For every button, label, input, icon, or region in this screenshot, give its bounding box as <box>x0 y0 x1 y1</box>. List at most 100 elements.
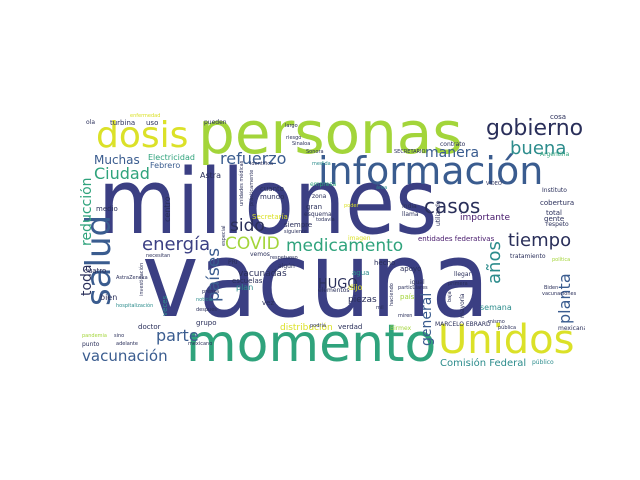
word-astra: Astra <box>200 171 221 180</box>
word-instituto: Instituto <box>542 187 567 194</box>
word-practicamente: prácticamente <box>249 169 255 206</box>
word-pandemia: pandemia <box>82 333 107 339</box>
word-largo: largo <box>285 123 298 129</box>
word-publico: público <box>532 359 554 366</box>
word-agua: agua <box>352 269 370 277</box>
word-hospitalizacion: hospitalización <box>116 303 154 309</box>
word-respetuoso: respetuoso <box>270 255 298 261</box>
word-poder: poder <box>344 203 359 209</box>
word-enfermedad: enfermedad <box>130 113 161 119</box>
word-despues: después <box>196 307 217 313</box>
word-vacunacion: vacunación <box>82 347 168 365</box>
word-especial: especial <box>221 225 227 246</box>
word-millones: millones <box>98 150 438 255</box>
word-muchas: Muchas <box>94 153 140 167</box>
word-veces: veces <box>161 295 169 316</box>
word-todavia: todavía <box>316 217 335 223</box>
word-total: total <box>546 209 563 217</box>
word-mexicana: mexicana <box>558 325 585 332</box>
word-baja: baja <box>447 291 453 302</box>
word-doctor: doctor <box>138 323 161 331</box>
word-electricidad: Electricidad <box>148 153 195 162</box>
word-respeto: respeto <box>546 221 569 228</box>
word-grupo: grupo <box>196 319 217 327</box>
word-verdad: verdad <box>338 323 363 331</box>
word-algun: algún <box>278 263 295 270</box>
word-zona: zona <box>312 193 327 200</box>
word-secretaria: Secretaría <box>252 213 288 221</box>
word-politica: política <box>552 257 571 263</box>
word-turbina: turbina <box>110 119 136 127</box>
word-igual: igual <box>410 279 425 286</box>
word-necesitan: necesitan <box>146 253 171 259</box>
word-elementos: elementos <box>318 287 350 294</box>
word-cobertura: cobertura <box>540 199 575 207</box>
word-ciudad: Ciudad <box>94 164 150 183</box>
word-unidades: unidades médicas <box>239 160 245 206</box>
word-noticia: noticia <box>196 297 213 303</box>
word-manera: manera <box>425 145 480 161</box>
word-medio: medio <box>96 205 118 213</box>
word-miren: miren <box>398 313 413 319</box>
word-empresa: empresa <box>310 181 337 188</box>
word-mexicano: mexicano <box>188 341 213 347</box>
word-ola: ola <box>86 119 96 126</box>
word-personas: personas <box>198 106 463 167</box>
word-vacuna: vacuna <box>142 219 490 341</box>
word-haciendo: haciendo <box>389 283 395 306</box>
word-particulares: particulares <box>398 285 428 291</box>
word-vacunadas: vacunadas <box>238 269 287 279</box>
word-unidos: Unidos <box>438 317 575 363</box>
word-marcelo: MARCELO EBRARD <box>435 321 491 328</box>
word-informacion: información <box>318 149 544 193</box>
word-anos: años <box>484 241 505 284</box>
word-argentina: Argentina <box>540 151 570 158</box>
word-piezas: piezas <box>348 295 377 305</box>
word-secretario: SECRETARIO <box>394 149 426 155</box>
word-riesgo: riesgo <box>286 135 302 141</box>
word-pais: país <box>400 293 415 301</box>
word-general: general <box>419 292 435 346</box>
word-llegar: llegar <box>454 271 471 278</box>
word-covid: COVID <box>225 234 280 254</box>
word-uso: uso <box>146 119 159 127</box>
word-plan: plan <box>236 283 254 292</box>
word-publica: pública <box>498 325 517 331</box>
word-siempre: siempre <box>284 221 313 229</box>
word-refuerzo: refuerzo <box>220 149 287 168</box>
word-dijo: dijo <box>348 283 363 292</box>
word-vacunaciones: vacunaciones <box>542 291 577 297</box>
word-sonora: Sonora <box>306 149 324 155</box>
word-pri: PRI <box>228 259 238 266</box>
word-escuelas: escuelas <box>232 277 263 285</box>
word-medicamento: medicamento <box>286 236 404 256</box>
word-mismo: mismo <box>488 319 505 325</box>
word-punto: punto <box>82 341 100 348</box>
word-sinaloa: Sinaloa <box>292 141 311 147</box>
word-febrero: Febrero <box>150 161 181 170</box>
word-tratamiento: tratamiento <box>510 253 546 260</box>
word-distribucion: distribución <box>280 323 333 333</box>
word-energia: energía <box>142 234 211 255</box>
word-tiempo: tiempo <box>508 230 572 251</box>
word-mayoria: mayoría <box>459 293 466 318</box>
word-momento: momento <box>186 314 437 374</box>
word-apoyo: apoyo <box>400 265 422 273</box>
word-hecho: hecho <box>374 259 396 267</box>
word-utilizado: utilizado <box>435 200 442 226</box>
word-cuatro: cuatro <box>84 267 107 275</box>
word-mundo: mundo <box>260 193 285 201</box>
word-comision: Comisión Federal <box>440 358 527 369</box>
word-pueden: pueden <box>204 119 227 126</box>
word-vez: vez <box>262 299 275 307</box>
word-astrazeneca: AstraZeneca <box>116 275 148 281</box>
word-esquema: esquema <box>304 211 332 218</box>
word-prensa: prensa <box>202 289 220 295</box>
word-casos: casos <box>424 194 481 218</box>
word-primera: primera <box>448 281 468 287</box>
word-siguiente: siguiente <box>284 229 308 235</box>
word-sino: sino <box>114 333 125 339</box>
word-birmex: Birmex <box>390 325 412 332</box>
word-video: VIDEO <box>486 181 502 187</box>
word-medida: medida <box>312 161 331 167</box>
